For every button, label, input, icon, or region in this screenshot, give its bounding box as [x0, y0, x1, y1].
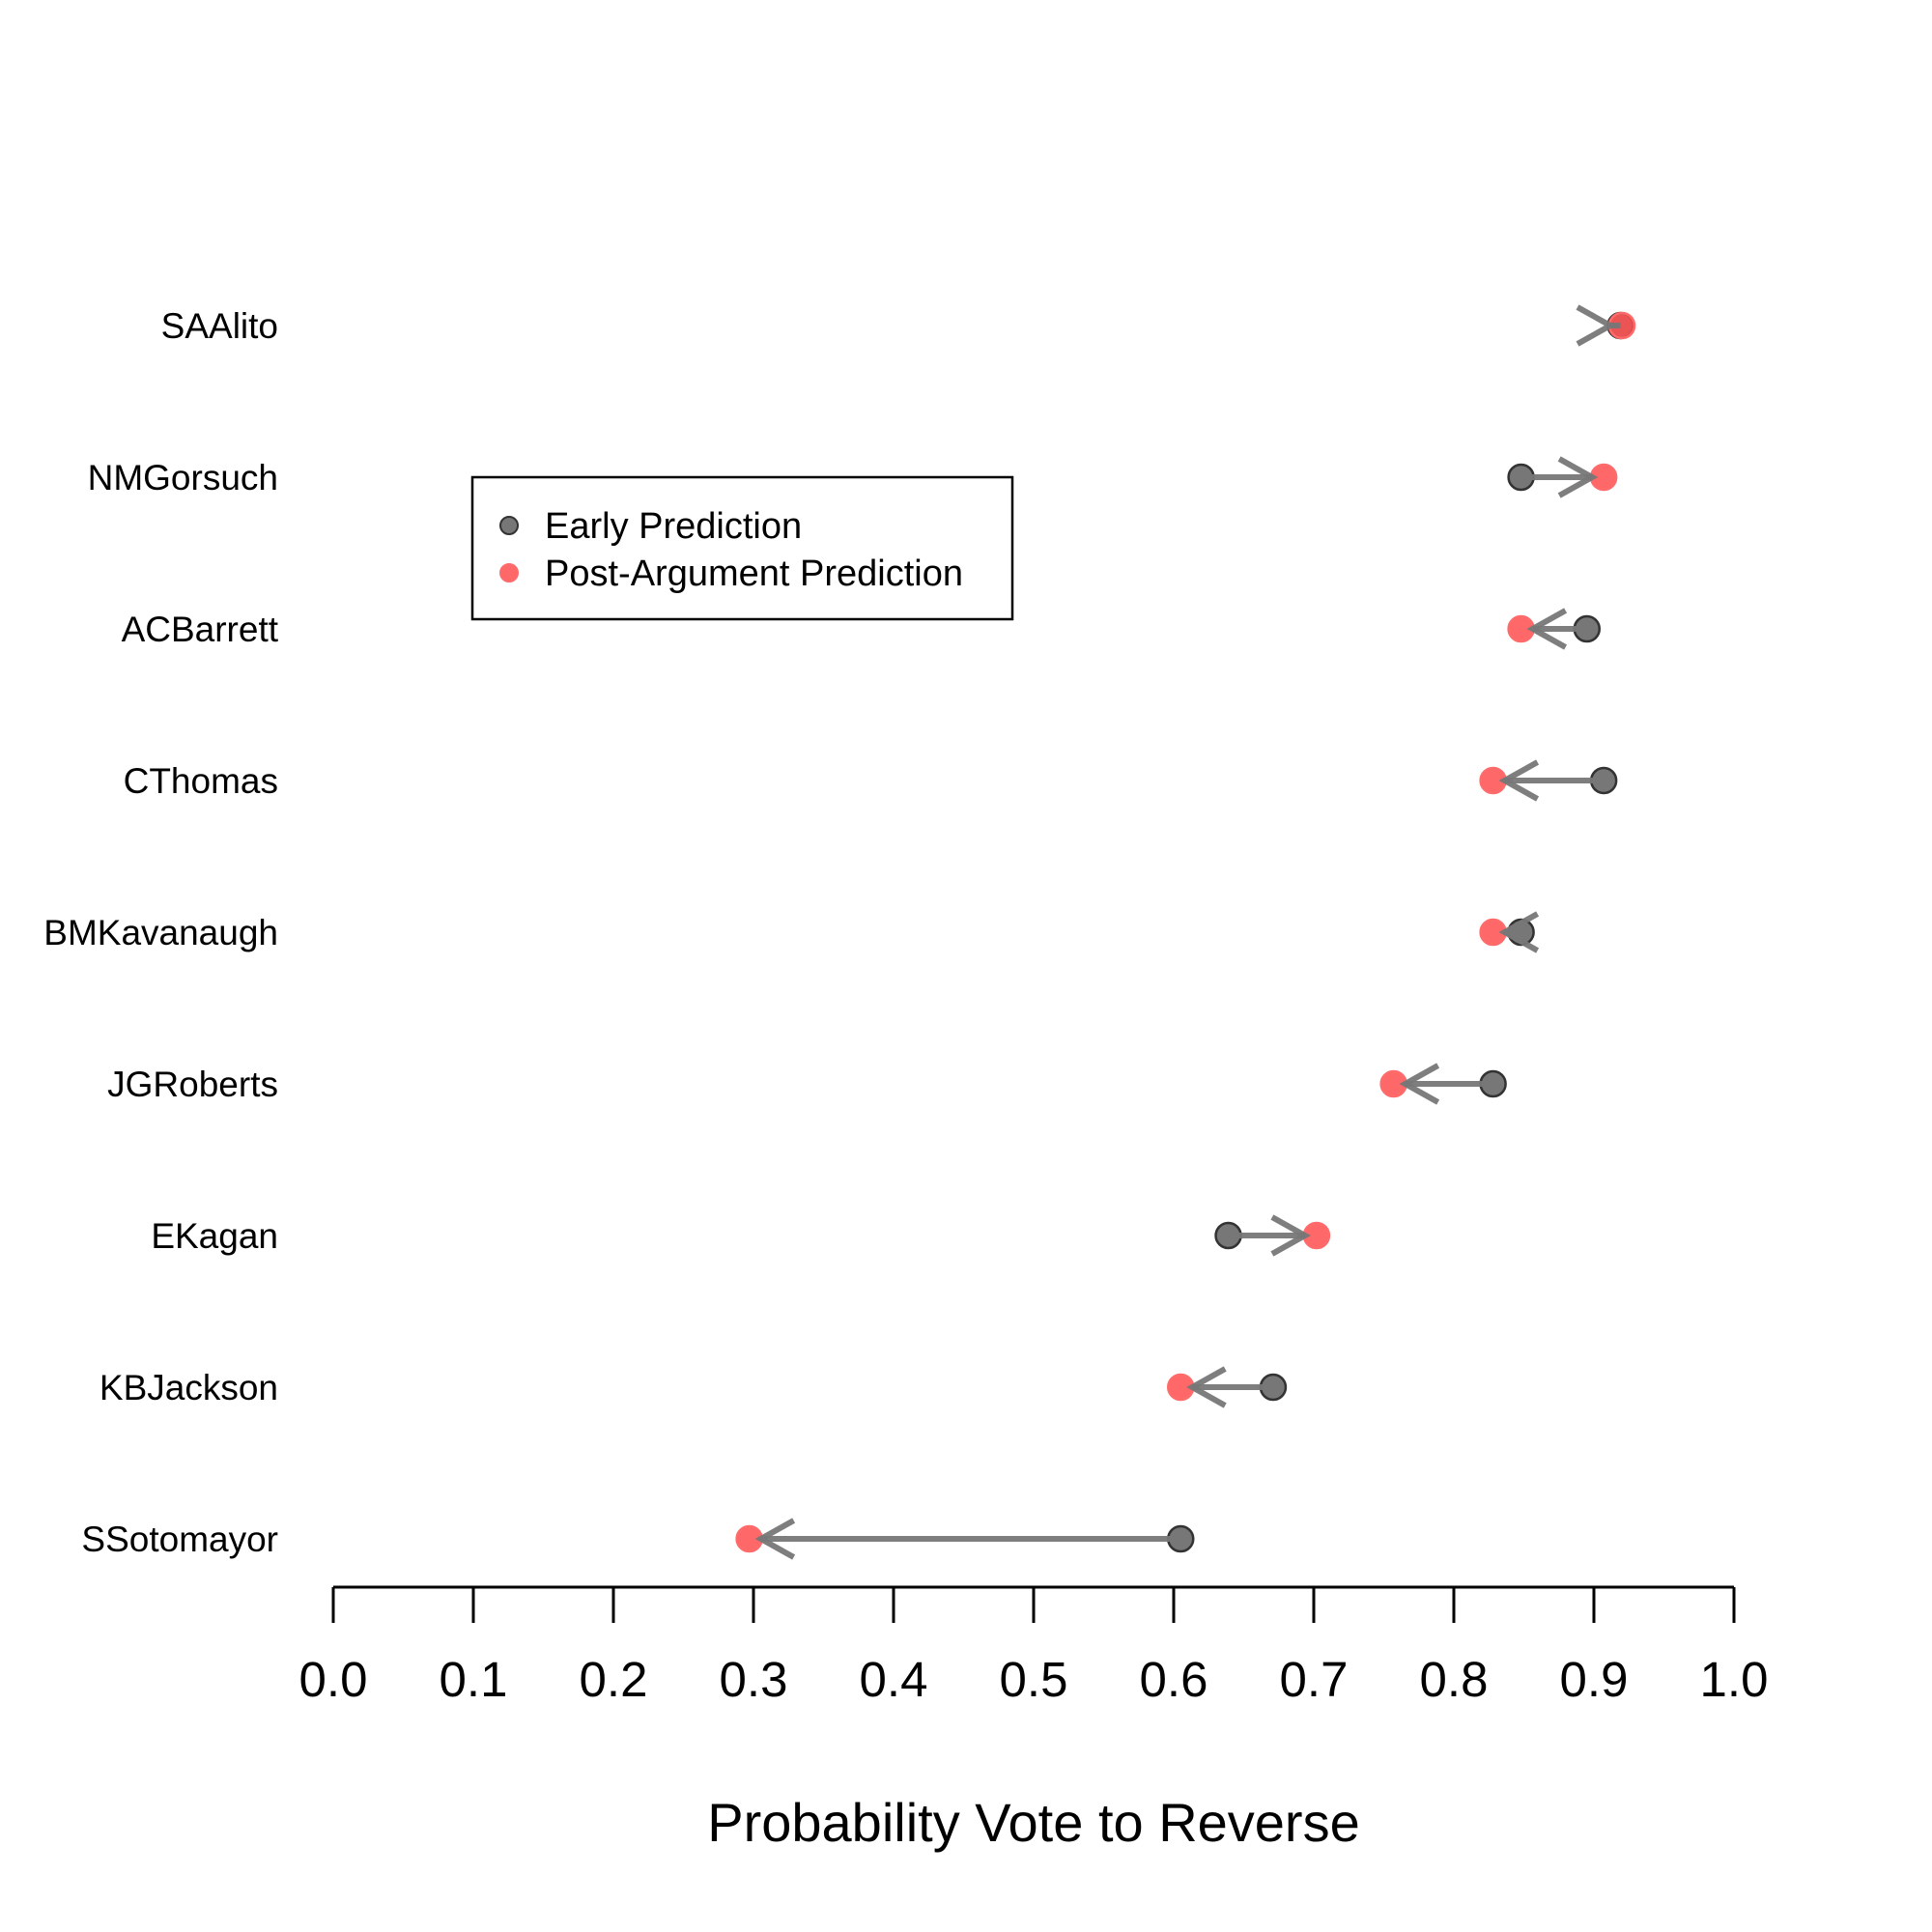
legend-box [470, 475, 1014, 621]
row-acbarrett: ACBarrett [122, 608, 1601, 650]
x-tick-label: 1.0 [1700, 1652, 1769, 1707]
x-axis-label: Probability Vote to Reverse [707, 1792, 1359, 1853]
y-category-label: ACBarrett [122, 610, 279, 649]
plot-rows: SAAlito NMGorsuch ACBarrett CThomas BMKavana… [43, 304, 1636, 1560]
row-bmkavanaugh: BMKavanaugh [43, 911, 1540, 953]
x-tick-label: 0.7 [1280, 1652, 1349, 1707]
x-tick-label: 0.8 [1420, 1652, 1489, 1707]
x-tick-label: 0.5 [1000, 1652, 1068, 1707]
row-saalito: SAAlito [161, 304, 1636, 347]
change-arrow [1498, 911, 1540, 953]
y-category-label: BMKavanaugh [43, 913, 278, 952]
change-arrow [1526, 608, 1587, 650]
y-category-label: CThomas [124, 761, 278, 801]
row-ssotomayor: SSotomayor [81, 1518, 1195, 1560]
change-arrow [1186, 1366, 1273, 1408]
y-category-label: SAAlito [161, 306, 278, 346]
x-tick-label: 0.6 [1140, 1652, 1208, 1707]
x-tick-label: 0.1 [440, 1652, 508, 1707]
row-kbjackson: KBJackson [99, 1366, 1288, 1408]
legend: Early Prediction Post-Argument Predictio… [470, 475, 1014, 621]
change-arrow [1520, 456, 1599, 498]
legend-label-early: Early Prediction [545, 506, 802, 547]
x-tick-label: 0.4 [860, 1652, 928, 1707]
row-nmgorsuch: NMGorsuch [88, 456, 1618, 498]
y-category-label: NMGorsuch [88, 458, 278, 497]
y-category-label: KBJackson [99, 1368, 278, 1407]
row-ekagan: EKagan [151, 1214, 1331, 1257]
change-arrow [1576, 304, 1621, 347]
x-tick-label: 0.0 [299, 1652, 368, 1707]
row-cthomas: CThomas [124, 759, 1618, 802]
change-arrow [1399, 1063, 1493, 1105]
y-category-label: EKagan [151, 1216, 278, 1256]
legend-marker-early [499, 516, 519, 535]
y-category-label: JGRoberts [107, 1065, 278, 1104]
x-tick-label: 0.9 [1560, 1652, 1629, 1707]
change-arrow [1498, 759, 1605, 802]
change-arrow [754, 1518, 1181, 1560]
x-tick-label: 0.2 [580, 1652, 648, 1707]
x-tick-label: 0.3 [720, 1652, 788, 1707]
legend-marker-post [499, 563, 519, 582]
y-category-label: SSotomayor [81, 1520, 278, 1559]
legend-label-post: Post-Argument Prediction [545, 554, 963, 594]
row-jgroberts: JGRoberts [107, 1063, 1507, 1105]
change-arrow [1228, 1214, 1312, 1257]
x-axis: 0.0 0.1 0.2 0.3 0.4 0.5 0.6 0.7 0.8 0.9 1.0 [299, 1585, 1769, 1707]
